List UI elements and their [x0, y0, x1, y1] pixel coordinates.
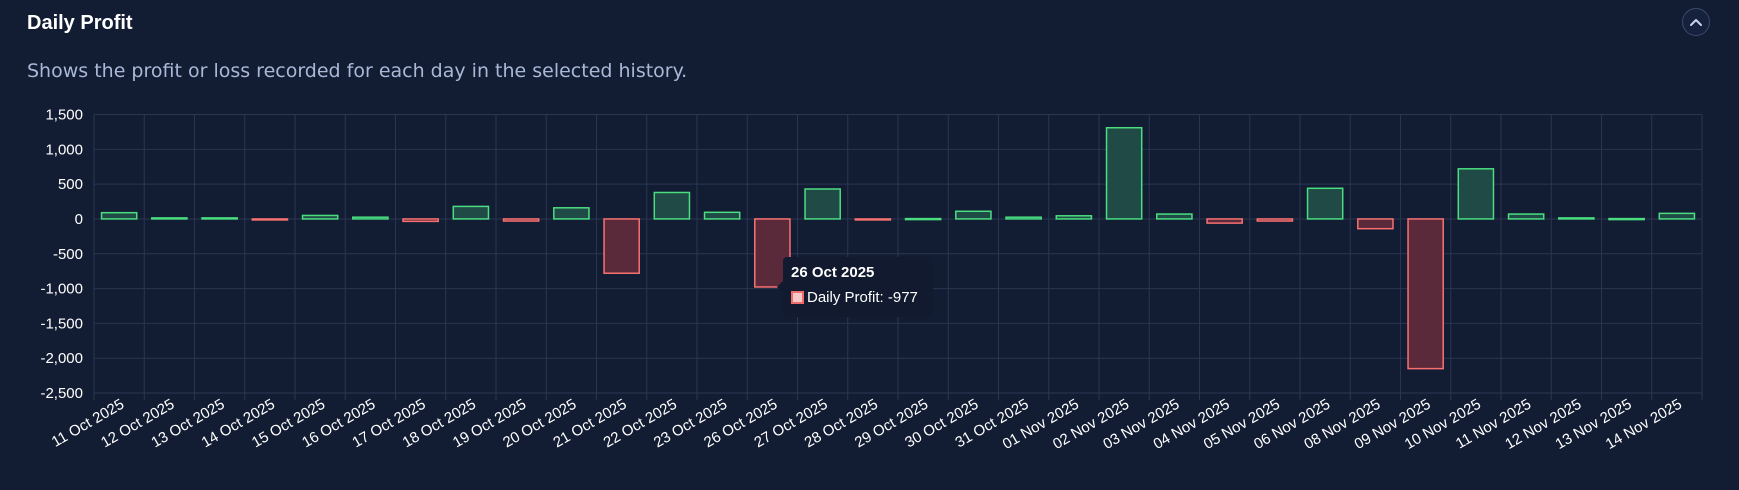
bar — [553, 207, 590, 220]
card-subtitle: Shows the profit or loss recorded for ea… — [27, 60, 688, 82]
bar — [1658, 212, 1696, 220]
bar — [1055, 215, 1093, 220]
bar — [1457, 168, 1495, 220]
bar — [1608, 217, 1645, 221]
tooltip-caret — [777, 281, 783, 293]
y-tick-label: 0 — [75, 211, 83, 228]
bar — [703, 211, 741, 220]
tooltip-swatch — [791, 291, 804, 304]
y-tick-label: 1,500 — [45, 107, 83, 124]
card-title: Daily Profit — [27, 12, 133, 34]
y-tick-label: -2,500 — [40, 385, 83, 402]
bar — [1407, 218, 1444, 370]
bar — [1156, 213, 1193, 220]
y-tick-label: 500 — [58, 176, 83, 193]
y-tick-label: -1,000 — [40, 281, 83, 298]
bar — [1558, 217, 1595, 220]
bar — [854, 218, 892, 221]
bar — [1105, 126, 1143, 220]
y-tick-label: -1,500 — [40, 315, 83, 332]
collapse-button[interactable] — [1682, 8, 1710, 36]
bar — [100, 211, 138, 220]
tooltip-date: 26 Oct 2025 — [791, 264, 875, 281]
bar — [301, 214, 339, 220]
tooltip-row: Daily Profit: -977 — [791, 289, 925, 306]
bar — [352, 216, 389, 220]
bar — [1306, 187, 1344, 220]
chevron-up-icon — [1690, 19, 1702, 26]
chart-tooltip: 26 Oct 2025 Daily Profit: -977 — [777, 257, 933, 317]
bar — [251, 218, 289, 221]
bar — [804, 188, 841, 220]
bar — [151, 217, 188, 220]
bar — [904, 217, 942, 221]
bar — [1256, 218, 1294, 222]
bar — [201, 217, 238, 220]
bar — [1357, 218, 1394, 230]
y-tick-label: -2,000 — [40, 350, 83, 367]
bar — [603, 218, 640, 274]
tooltip-value: Daily Profit: -977 — [807, 289, 918, 306]
bar — [1005, 216, 1042, 220]
bar — [452, 205, 490, 220]
bar — [502, 218, 540, 222]
y-tick-label: 1,000 — [45, 141, 83, 158]
bar — [653, 191, 691, 220]
bar — [402, 218, 439, 223]
y-tick-label: -500 — [53, 246, 83, 263]
bar — [1507, 213, 1545, 220]
bar — [955, 210, 992, 220]
bar — [1206, 218, 1243, 224]
